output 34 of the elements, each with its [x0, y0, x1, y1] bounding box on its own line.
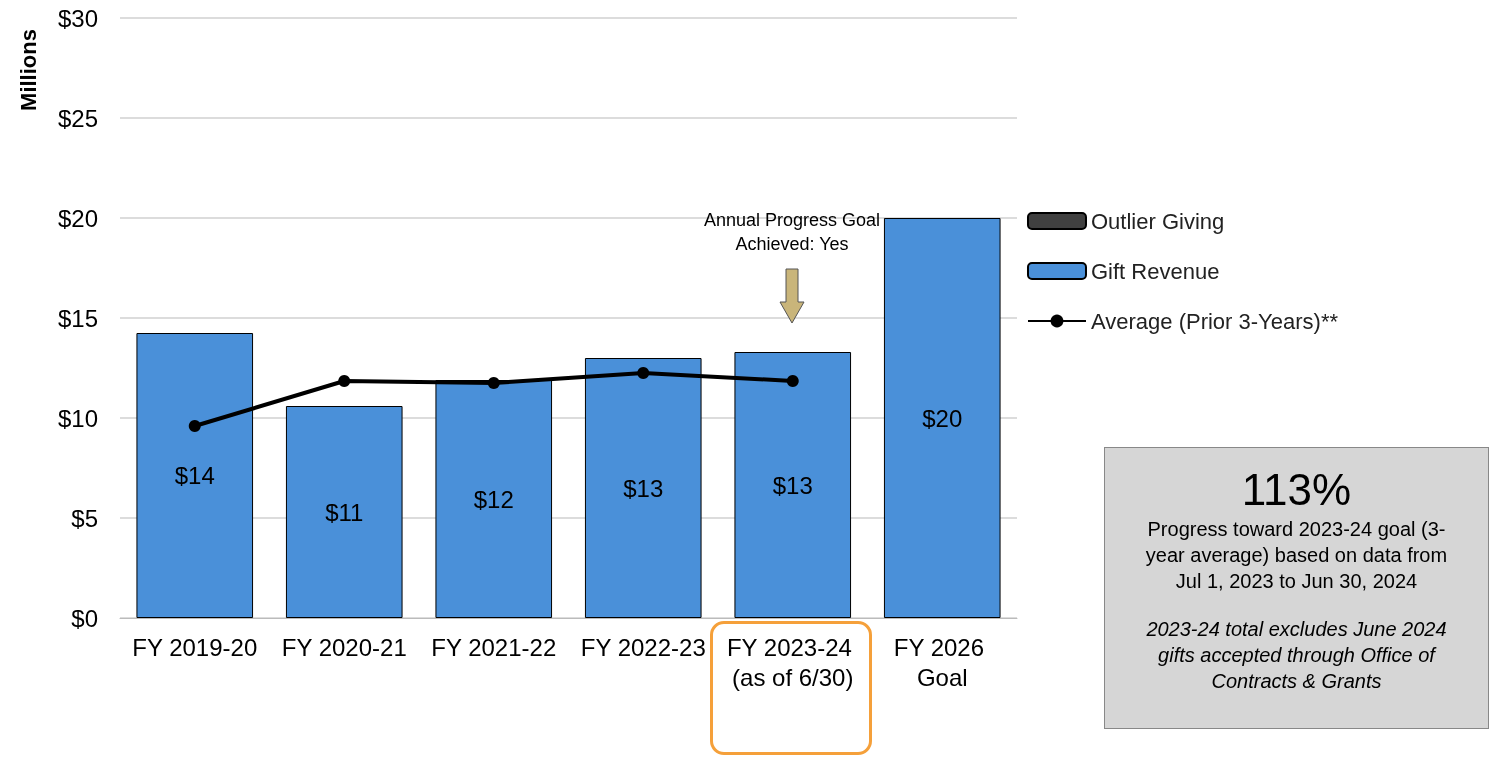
legend-label: Outlier Giving [1090, 208, 1225, 234]
data-label: $13 [772, 471, 813, 499]
data-label: $20 [922, 404, 963, 432]
text: Progress toward 2023-24 goal (3-year average) based on data from Jul 1, 2023 to Jun 30, 2024 [1144, 517, 1449, 594]
x-tick-label: FY 2023-24 (as of 6/30) [726, 633, 859, 691]
legend-label: Average (Prior 3-Years)** [1090, 308, 1339, 334]
point [487, 377, 500, 389]
y-tick-label: $10 [57, 404, 98, 432]
bar [285, 406, 403, 618]
point [786, 375, 799, 387]
annotation: Annual Progress Goal Achieved: Yes [702, 209, 882, 256]
x-tick-label: FY 2021-22 [431, 633, 557, 661]
data-label: $13 [623, 474, 664, 502]
y-axis-title: Millions [15, 29, 41, 111]
y-tick-label: $25 [57, 104, 98, 132]
y-tick-label: $0 [71, 604, 98, 632]
legend-label: Gift Revenue [1090, 258, 1220, 284]
y-tick-label: $30 [57, 4, 98, 32]
data-label: $12 [473, 485, 514, 513]
point [188, 420, 201, 432]
y-tick-label: $5 [71, 504, 98, 532]
data-label: $11 [325, 498, 364, 526]
x-tick-label: FY 2020-21 [281, 633, 407, 661]
x-tick-label: FY 2022-23 [580, 633, 706, 661]
x-tick-label: FY 2019-20 [132, 633, 258, 661]
text: 2023-24 total excludes June 2024 gifts accepted through Office of Contracts & Grants [1145, 617, 1448, 694]
y-tick-label: $15 [57, 304, 98, 332]
x-tick-label: FY 2026 Goal [893, 633, 991, 691]
point [637, 367, 650, 379]
data-label: $14 [174, 462, 215, 489]
bar [883, 218, 1001, 618]
y-tick-label: $20 [57, 204, 98, 232]
point [338, 375, 351, 387]
text: 113% [1240, 465, 1353, 514]
